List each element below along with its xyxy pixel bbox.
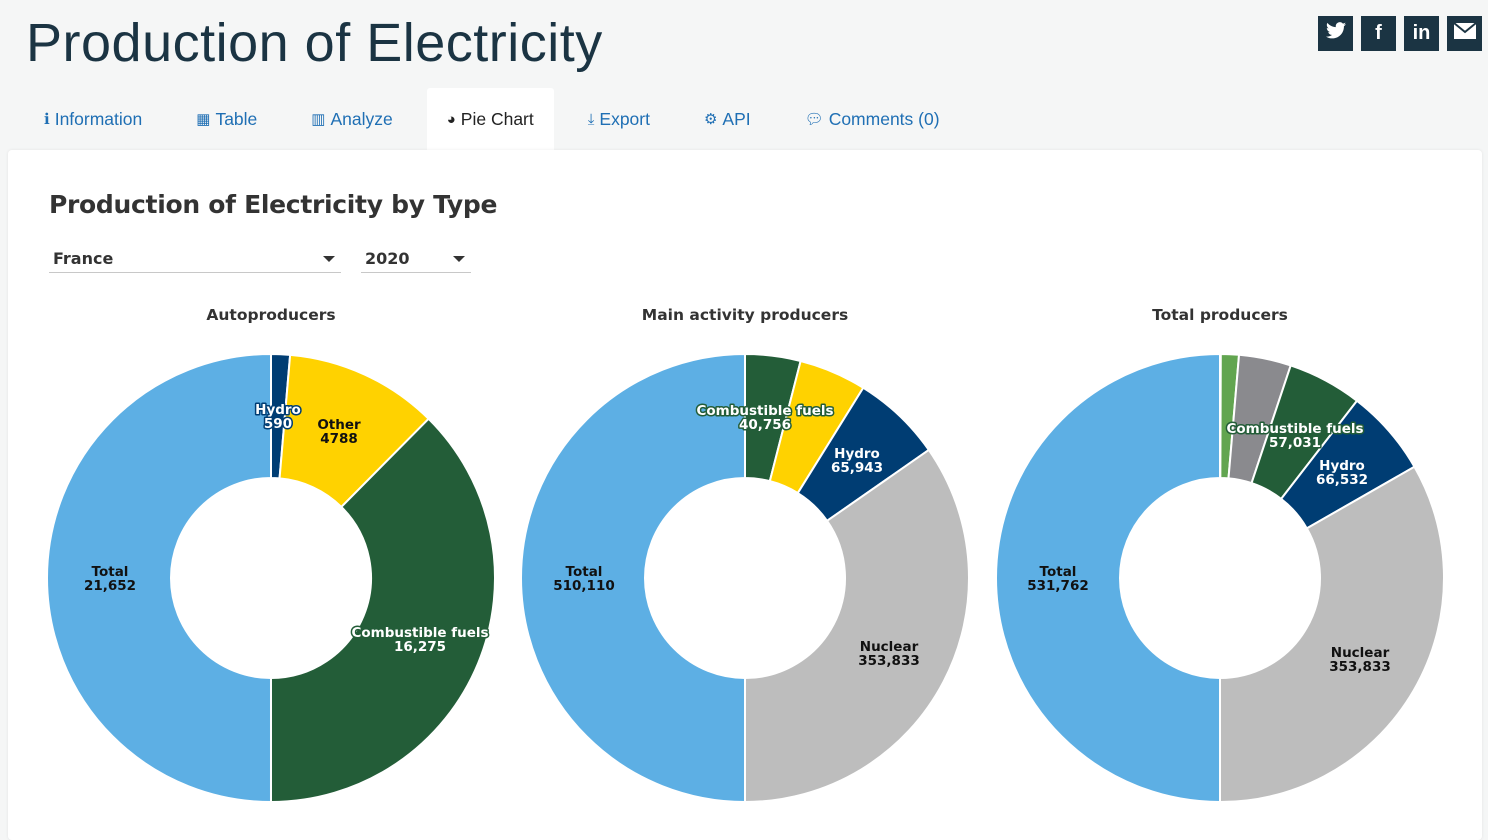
data-label: Hydro 65,943: [831, 446, 883, 476]
data-label-name: Total: [1040, 564, 1077, 580]
pie-slice-total[interactable]: [46, 353, 272, 803]
data-label-value: 590: [264, 416, 292, 432]
facebook-share-button[interactable]: f: [1361, 16, 1396, 51]
data-label: Total 510,110: [553, 564, 615, 594]
pie-total-producers: Total producers Combustible fuels 57,031 H…: [995, 306, 1445, 803]
gears-icon: ⚙: [703, 111, 718, 128]
tab-label: Table: [215, 108, 258, 129]
data-label: Total 531,762: [1027, 564, 1089, 594]
twitter-share-button[interactable]: [1318, 16, 1353, 51]
data-label-name: Other: [317, 417, 361, 433]
linkedin-icon: in: [1412, 22, 1431, 44]
tab-pie-chart[interactable]: ◕ Pie Chart: [426, 88, 554, 150]
twitter-icon: [1325, 22, 1346, 45]
tab-analyze[interactable]: ▥ Analyze: [291, 88, 412, 150]
data-label-value: 57,031: [1269, 435, 1321, 451]
chevron-down-icon: [453, 256, 465, 262]
pie-autoproducers: Autoproducers Hydro 590 Other 4788 Combustib…: [46, 306, 496, 803]
pie-title: Main activity producers: [642, 306, 848, 324]
year-select[interactable]: 2020: [361, 246, 471, 273]
data-label: Combustible fuels 57,031: [1226, 421, 1363, 451]
data-label-value: 353,833: [1329, 659, 1391, 675]
pie-slice-total[interactable]: [520, 353, 746, 803]
data-label-name: Total: [566, 564, 603, 580]
tab-label: Comments (0): [828, 108, 940, 129]
data-label-value: 531,762: [1027, 578, 1089, 594]
facebook-icon: f: [1375, 22, 1382, 44]
envelope-icon: [1452, 21, 1477, 46]
table-icon: ▦: [196, 111, 211, 128]
data-label-name: Hydro: [1319, 458, 1365, 474]
linkedin-share-button[interactable]: in: [1404, 16, 1439, 51]
data-label: Hydro 590: [255, 402, 301, 432]
data-label-name: Nuclear: [1331, 645, 1390, 661]
tab-label: Export: [599, 108, 650, 129]
data-label-value: 510,110: [553, 578, 615, 594]
tab-label: API: [722, 108, 751, 129]
data-label: Nuclear 353,833: [1329, 645, 1391, 675]
data-label-name: Hydro: [834, 446, 880, 462]
data-label-name: Combustible fuels: [696, 403, 833, 419]
social-share-bar: f in: [1318, 16, 1482, 51]
data-label: Total 21,652: [84, 564, 136, 594]
data-label-value: 21,652: [84, 578, 136, 594]
info-icon: ℹ: [44, 111, 50, 128]
data-label-name: Hydro: [255, 402, 301, 418]
pie-title: Autoproducers: [206, 306, 335, 324]
data-label-name: Total: [92, 564, 129, 580]
data-label-value: 353,833: [858, 653, 920, 669]
country-select-value: France: [53, 249, 114, 268]
data-label-name: Nuclear: [860, 639, 919, 655]
tab-api[interactable]: ⚙ API: [684, 88, 771, 150]
pie-slice-nuclear[interactable]: [744, 448, 970, 803]
pie-slice-nuclear[interactable]: [1219, 465, 1445, 803]
download-icon: ⤓: [587, 110, 595, 128]
year-select-value: 2020: [365, 249, 410, 268]
data-label-name: Combustible fuels: [1226, 421, 1363, 437]
data-label-name: Combustible fuels: [351, 625, 488, 641]
pie-slice-total[interactable]: [995, 353, 1221, 803]
data-label-value: 4788: [320, 431, 358, 447]
data-label: Hydro 66,532: [1316, 458, 1368, 488]
tab-comments[interactable]: 💬︎ Comments (0): [785, 88, 960, 150]
tab-bar: ℹ Information ▦ Table ▥ Analyze ◕ Pie Chart …: [24, 88, 974, 150]
tab-table[interactable]: ▦ Table: [176, 88, 277, 150]
country-select[interactable]: France: [49, 246, 341, 273]
tab-export[interactable]: ⤓ Export: [568, 88, 670, 150]
pie-charts: Autoproducers Hydro 590 Other 4788Combustib…: [46, 306, 1445, 803]
dashboard-icon: ◕: [446, 110, 456, 128]
data-label-value: 65,943: [831, 460, 883, 476]
tab-label: Information: [54, 108, 143, 129]
data-label: Nuclear 353,833: [858, 639, 920, 669]
data-label-value: 40,756: [739, 417, 791, 433]
data-label: Combustible fuels 16,275: [351, 625, 488, 655]
bar-chart-icon: ▥: [311, 111, 326, 128]
pie-title: Total producers: [1152, 306, 1288, 324]
tab-label: Pie Chart: [460, 108, 534, 129]
chart-title: Production of Electricity by Type: [49, 190, 498, 219]
tab-label: Analyze: [330, 108, 393, 129]
tab-information[interactable]: ℹ Information: [24, 88, 162, 150]
email-share-button[interactable]: [1447, 16, 1482, 51]
data-label: Other 4788: [317, 417, 361, 447]
data-label-value: 66,532: [1316, 472, 1368, 488]
pie-main-activity-producers: Main activity producers Combustible fuel…: [520, 306, 970, 803]
data-label-value: 16,275: [394, 639, 446, 655]
chevron-down-icon: [323, 256, 335, 262]
page-title: Production of Electricity: [26, 13, 603, 73]
data-label: Combustible fuels 40,756: [696, 403, 833, 433]
comments-icon: 💬︎: [804, 111, 824, 128]
pie-slice-combustible-fuels[interactable]: [269, 417, 496, 803]
